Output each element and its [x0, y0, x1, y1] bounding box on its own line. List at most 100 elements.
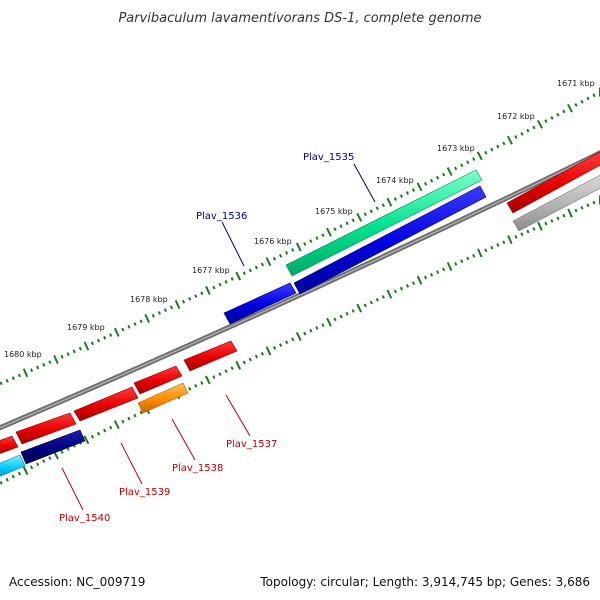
gene-plav-1539[interactable] [73, 386, 139, 422]
tick-mark-outer [592, 93, 596, 98]
tick-mark-outer [339, 224, 343, 229]
tick-mark-inner [490, 245, 494, 250]
gene-red-far-left[interactable] [0, 435, 19, 455]
gene-red-left[interactable] [15, 412, 77, 445]
tick-mark-inner [235, 360, 242, 370]
tick-mark-outer [393, 197, 398, 202]
tick-mark-outer [83, 341, 90, 351]
tick-mark-outer [411, 188, 416, 192]
tick-mark-outer [544, 119, 548, 123]
gene-label-plav-1538[interactable]: Plav_1538 [172, 463, 223, 474]
tick-mark-inner [265, 346, 272, 356]
tick-mark-outer [78, 346, 82, 351]
gene-gray-right[interactable] [512, 172, 600, 232]
tick-mark-outer [381, 203, 385, 208]
tick-mark-outer [291, 248, 295, 252]
tick-mark-outer [490, 147, 494, 152]
gene-plav-1536[interactable] [293, 185, 487, 295]
tick-mark-outer [315, 236, 319, 241]
tick-mark-inner [472, 253, 476, 258]
tick-mark-outer [235, 271, 242, 281]
tick-mark-outer [556, 112, 560, 117]
tick-mark-inner [113, 420, 120, 430]
gene-label-plav-1539[interactable]: Plav_1539 [119, 487, 170, 498]
tick-mark-outer [536, 119, 543, 129]
gene-label-plav-1535[interactable]: Plav_1535 [303, 152, 354, 163]
tick-mark-inner [556, 216, 560, 221]
tick-mark-outer [60, 354, 64, 359]
tick-mark-inner [42, 459, 46, 464]
tick-mark-inner [230, 366, 234, 371]
tick-mark-inner [550, 219, 554, 223]
tick-mark-outer [103, 335, 107, 340]
tick-mark-outer [326, 227, 332, 237]
page-title: Parvibaculum lavamentivorans DS-1, compl… [118, 11, 481, 26]
tick-mark-inner [5, 477, 9, 482]
tick-mark-inner [83, 435, 90, 445]
tick-mark-inner [321, 323, 325, 327]
tick-mark-inner [254, 354, 259, 359]
tick-mark-outer [36, 365, 40, 370]
tick-mark-inner [586, 203, 590, 208]
tick-mark-outer [309, 239, 313, 243]
tick-mark-inner [514, 235, 518, 239]
tick-mark-outer [96, 338, 101, 343]
tick-mark-inner [17, 471, 22, 476]
gene-label-plav-1536[interactable]: Plav_1536 [196, 211, 247, 222]
tick-mark-outer [22, 368, 29, 378]
tick-mark-outer [5, 378, 9, 383]
tick-mark-inner [375, 297, 379, 302]
gene-plav-1540[interactable] [20, 429, 86, 465]
accession-text: Accession: NC_009719 [9, 575, 145, 589]
tick-mark-outer [399, 194, 404, 198]
tick-mark-outer [188, 296, 192, 301]
gene-label-plav-1540[interactable]: Plav_1540 [59, 513, 110, 524]
tick-mark-outer [506, 135, 513, 145]
kbp-axis-labels: 1671 kbp 1672 kbp 1673 kbp 1674 kbp 1675… [4, 79, 595, 359]
tick-mark-outer [90, 341, 95, 346]
tick-mark-outer [212, 285, 216, 290]
tick-mark-outer [321, 233, 325, 238]
tick-mark-inner [592, 200, 596, 205]
gene-red-mid[interactable] [133, 365, 183, 395]
tick-mark-outer [436, 175, 440, 180]
tick-mark-inner [477, 248, 483, 258]
tick-mark-inner [29, 465, 34, 470]
tick-mark-inner [242, 360, 246, 365]
tick-mark-outer [550, 116, 554, 120]
gene-plav-1537[interactable] [183, 340, 238, 372]
tick-mark-inner [466, 256, 470, 261]
tick-mark-inner [0, 481, 3, 485]
tick-mark-inner [351, 309, 355, 313]
tick-mark-inner [356, 303, 363, 313]
tick-mark-outer [285, 250, 289, 255]
tick-mark-outer [375, 206, 379, 211]
gene-plav-1538[interactable] [137, 382, 189, 414]
gene-blue-short[interactable] [223, 282, 297, 325]
tick-mark-inner [502, 240, 506, 245]
tick-mark-outer [169, 305, 174, 310]
gene-cyan-far-left[interactable] [0, 454, 26, 478]
tick-label-1671: 1671 kbp [557, 79, 595, 88]
tick-mark-outer [476, 151, 483, 161]
gene-red-upper-right[interactable] [506, 151, 600, 214]
tick-mark-inner [574, 208, 578, 213]
tick-mark-inner [454, 262, 458, 266]
tick-label-1672: 1672 kbp [497, 112, 535, 121]
tick-mark-inner [567, 208, 573, 218]
tick-mark-outer [446, 167, 453, 176]
tick-label-1676: 1676 kbp [254, 237, 292, 246]
tick-mark-outer [121, 327, 125, 332]
tick-mark-inner [544, 221, 548, 226]
tick-mark-inner [139, 410, 143, 415]
top-strand-genes [223, 151, 600, 325]
tick-mark-inner [386, 289, 393, 299]
tick-mark-outer [11, 376, 15, 380]
tick-mark-outer [205, 285, 211, 295]
tick-mark-outer [242, 271, 246, 276]
tick-mark-inner [194, 383, 198, 388]
gene-plav-1535[interactable] [285, 169, 483, 277]
gene-label-plav-1537[interactable]: Plav_1537 [226, 439, 277, 450]
tick-mark-inner [333, 317, 337, 322]
